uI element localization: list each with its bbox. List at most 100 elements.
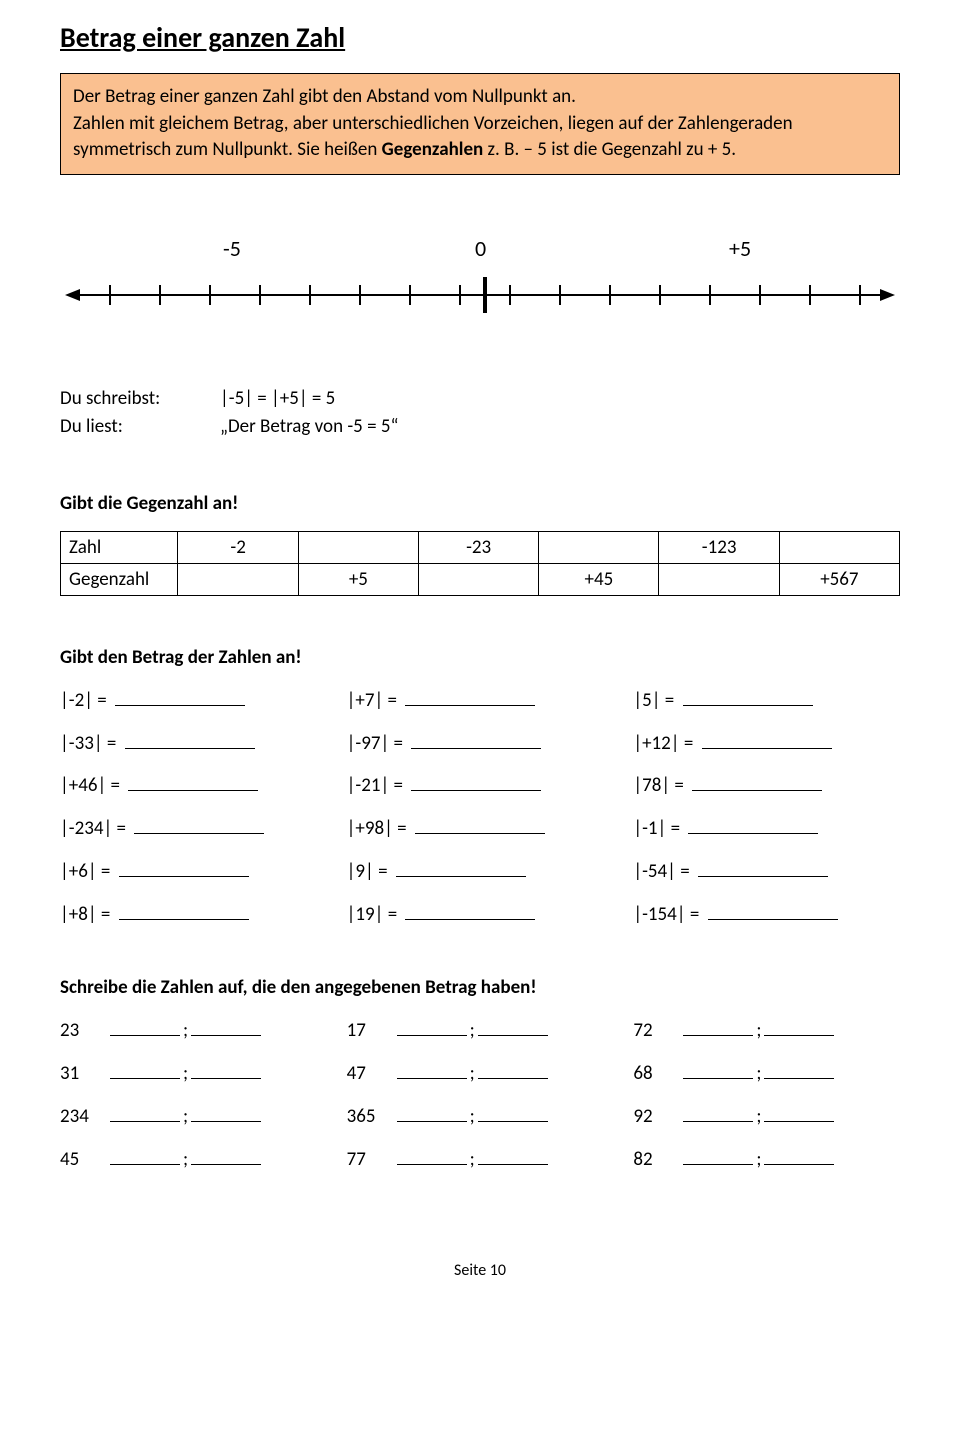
answer-blank[interactable] (110, 1058, 180, 1079)
betrag-expression: |-33| = (60, 732, 121, 755)
answer-blank[interactable] (683, 1101, 753, 1122)
answer-blank[interactable] (397, 1015, 467, 1036)
answer-blank[interactable] (764, 1144, 834, 1165)
betrag-expression: |+98| = (347, 817, 411, 840)
pair-number: 365 (347, 1105, 397, 1128)
pair-item: 234; (60, 1101, 327, 1128)
betrag-grid: |-2| = |+7| = |5| = |-33| = |-97| = |+12… (60, 685, 900, 926)
betrag-expression: |+7| = (347, 689, 402, 712)
schreibe-heading: Schreibe die Zahlen auf, die den angegeb… (60, 976, 900, 999)
answer-blank[interactable] (764, 1058, 834, 1079)
betrag-item: |+7| = (347, 685, 614, 712)
semicolon: ; (183, 1019, 188, 1042)
betrag-expression: |-234| = (60, 817, 130, 840)
answer-blank[interactable] (683, 1144, 753, 1165)
answer-blank[interactable] (110, 1144, 180, 1165)
number-line-svg (60, 265, 900, 325)
answer-blank[interactable] (702, 728, 832, 749)
answer-blank[interactable] (110, 1015, 180, 1036)
answer-blank[interactable] (115, 685, 245, 706)
pair-number: 17 (347, 1019, 397, 1042)
page-footer: Seite 10 (60, 1261, 900, 1280)
gegenzahl-heading: Gibt die Gegenzahl an! (60, 492, 900, 515)
semicolon: ; (756, 1019, 761, 1042)
betrag-item: |+6| = (60, 856, 327, 883)
betrag-heading: Gibt den Betrag der Zahlen an! (60, 646, 900, 669)
pair-number: 68 (633, 1062, 683, 1085)
answer-blank[interactable] (397, 1144, 467, 1165)
answer-blank[interactable] (191, 1144, 261, 1165)
pair-number: 92 (633, 1105, 683, 1128)
betrag-item: |-234| = (60, 813, 327, 840)
answer-blank[interactable] (128, 771, 258, 792)
gegenzahl-table: Zahl -2 -23 -123 Gegenzahl +5 +45 +567 (60, 531, 900, 596)
semicolon: ; (470, 1062, 475, 1085)
pair-item: 23; (60, 1015, 327, 1042)
answer-blank[interactable] (191, 1101, 261, 1122)
answer-blank[interactable] (478, 1144, 548, 1165)
betrag-item: |-2| = (60, 685, 327, 712)
betrag-expression: |5| = (633, 689, 678, 712)
answer-blank[interactable] (415, 813, 545, 834)
answer-blank[interactable] (688, 813, 818, 834)
pair-number: 72 (633, 1019, 683, 1042)
pair-item: 77; (347, 1144, 614, 1171)
betrag-expression: |-97| = (347, 732, 408, 755)
betrag-expression: |-2| = (60, 689, 111, 712)
betrag-expression: |+6| = (60, 860, 115, 883)
betrag-item: |-54| = (633, 856, 900, 883)
betrag-expression: |-21| = (347, 774, 408, 797)
pair-item: 31; (60, 1058, 327, 1085)
pair-item: 365; (347, 1101, 614, 1128)
pair-number: 77 (347, 1148, 397, 1171)
betrag-item: |+8| = (60, 899, 327, 926)
answer-blank[interactable] (411, 728, 541, 749)
answer-blank[interactable] (134, 813, 264, 834)
pair-item: 68; (633, 1058, 900, 1085)
answer-blank[interactable] (191, 1058, 261, 1079)
def-val-read: „Der Betrag von -5 = 5“ (220, 413, 398, 442)
betrag-item: |19| = (347, 899, 614, 926)
answer-blank[interactable] (764, 1101, 834, 1122)
answer-blank[interactable] (397, 1101, 467, 1122)
answer-blank[interactable] (191, 1015, 261, 1036)
answer-blank[interactable] (405, 685, 535, 706)
pair-number: 45 (60, 1148, 110, 1171)
betrag-item: |9| = (347, 856, 614, 883)
answer-blank[interactable] (478, 1101, 548, 1122)
answer-blank[interactable] (396, 856, 526, 877)
betrag-item: |5| = (633, 685, 900, 712)
pair-item: 45; (60, 1144, 327, 1171)
intro-line-2: Zahlen mit gleichem Betrag, aber untersc… (73, 111, 887, 164)
answer-blank[interactable] (683, 685, 813, 706)
semicolon: ; (470, 1148, 475, 1171)
nl-label-zero: 0 (475, 235, 486, 262)
answer-blank[interactable] (764, 1015, 834, 1036)
answer-blank[interactable] (698, 856, 828, 877)
semicolon: ; (756, 1062, 761, 1085)
answer-blank[interactable] (692, 771, 822, 792)
answer-blank[interactable] (478, 1058, 548, 1079)
betrag-expression: |9| = (347, 860, 392, 883)
table-row: Gegenzahl +5 +45 +567 (61, 563, 900, 595)
pair-item: 47; (347, 1058, 614, 1085)
answer-blank[interactable] (405, 899, 535, 920)
betrag-item: |-21| = (347, 771, 614, 798)
answer-blank[interactable] (708, 899, 838, 920)
answer-blank[interactable] (478, 1015, 548, 1036)
table-row: Zahl -2 -23 -123 (61, 531, 900, 563)
answer-blank[interactable] (119, 856, 249, 877)
page-title: Betrag einer ganzen Zahl (60, 20, 900, 55)
answer-blank[interactable] (683, 1015, 753, 1036)
answer-blank[interactable] (119, 899, 249, 920)
semicolon: ; (756, 1148, 761, 1171)
answer-blank[interactable] (683, 1058, 753, 1079)
answer-blank[interactable] (110, 1101, 180, 1122)
pair-number: 82 (633, 1148, 683, 1171)
betrag-expression: |+46| = (60, 774, 124, 797)
answer-blank[interactable] (125, 728, 255, 749)
nl-label-plus5: +5 (729, 235, 751, 262)
betrag-expression: |-154| = (633, 903, 703, 926)
answer-blank[interactable] (397, 1058, 467, 1079)
answer-blank[interactable] (411, 771, 541, 792)
